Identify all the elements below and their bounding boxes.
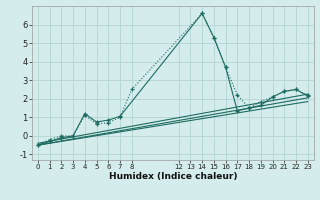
X-axis label: Humidex (Indice chaleur): Humidex (Indice chaleur) [108, 172, 237, 181]
